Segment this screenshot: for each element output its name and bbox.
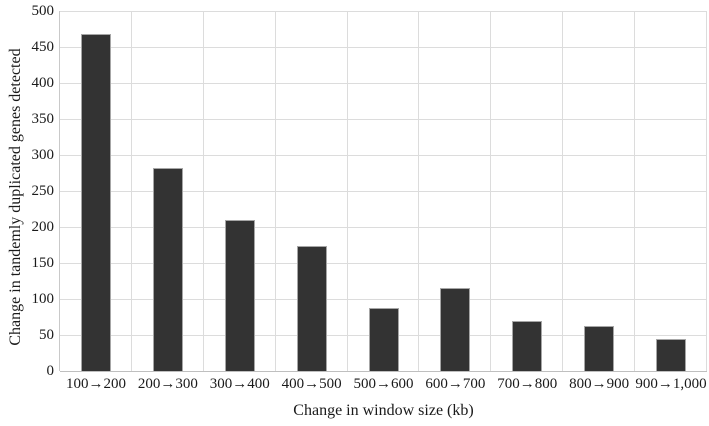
vertical-gridline xyxy=(706,11,707,371)
vertical-gridline xyxy=(274,11,276,371)
y-tick-label: 150 xyxy=(31,255,55,271)
y-tick-label: 450 xyxy=(31,39,55,55)
y-tick-label: 300 xyxy=(31,147,55,163)
x-category-label: 200→300 xyxy=(137,376,198,392)
vertical-gridline xyxy=(562,11,564,371)
y-tick-label: 50 xyxy=(39,327,54,343)
y-tick-label: 0 xyxy=(46,363,55,379)
x-category-label: 700→800 xyxy=(497,376,558,392)
y-tick-label: 100 xyxy=(31,291,55,307)
x-category-label: 800→900 xyxy=(569,376,630,392)
x-category-label: 100→200 xyxy=(65,376,126,392)
vertical-gridline xyxy=(490,11,492,371)
vertical-gridline xyxy=(202,11,204,371)
horizontal-gridline xyxy=(60,119,707,120)
horizontal-gridline xyxy=(60,263,707,264)
bar xyxy=(512,320,543,371)
x-axis-title: Change in window size (kb) xyxy=(293,402,474,419)
x-category-label: 500→600 xyxy=(353,376,414,392)
bar xyxy=(440,288,471,371)
bar xyxy=(296,245,327,371)
horizontal-gridline xyxy=(60,191,707,192)
y-tick-label: 500 xyxy=(31,3,55,19)
plot-area xyxy=(59,11,707,372)
vertical-gridline xyxy=(418,11,420,371)
vertical-gridline xyxy=(130,11,132,371)
y-tick-label: 400 xyxy=(31,75,55,91)
horizontal-gridline xyxy=(60,299,707,300)
bar xyxy=(152,167,183,371)
y-tick-label: 200 xyxy=(31,219,55,235)
y-tick-label: 350 xyxy=(31,111,55,127)
x-axis-line xyxy=(60,371,707,372)
horizontal-gridline xyxy=(60,11,707,12)
horizontal-gridline xyxy=(60,83,707,84)
vertical-gridline xyxy=(634,11,636,371)
x-category-label: 900→1,000 xyxy=(635,376,707,392)
bar xyxy=(656,339,687,371)
y-tick-label: 250 xyxy=(31,183,55,199)
bar xyxy=(584,325,615,371)
bar xyxy=(80,34,111,371)
y-axis-line xyxy=(59,11,60,371)
horizontal-gridline xyxy=(60,227,707,228)
horizontal-gridline xyxy=(60,47,707,48)
x-category-label: 300→400 xyxy=(209,376,270,392)
bar xyxy=(368,307,399,371)
vertical-gridline xyxy=(346,11,348,371)
x-category-label: 600→700 xyxy=(425,376,486,392)
bar xyxy=(224,219,255,371)
x-category-label: 400→500 xyxy=(281,376,342,392)
horizontal-gridline xyxy=(60,155,707,156)
